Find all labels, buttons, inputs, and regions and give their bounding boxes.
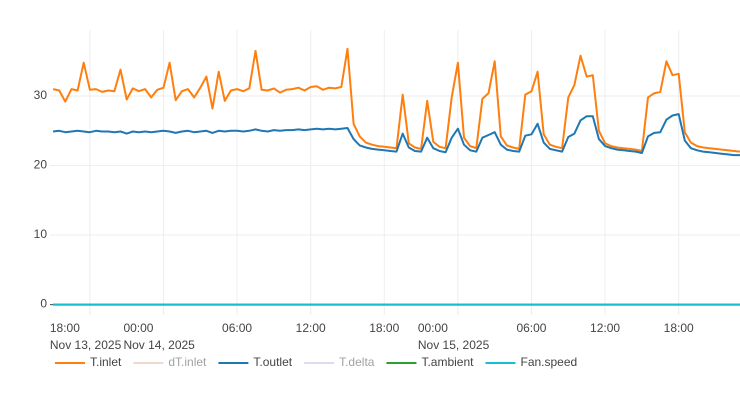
x-tick-label: 06:00 xyxy=(516,321,547,335)
legend-item: T.delta xyxy=(304,355,375,369)
x-tick-label: 18:00 xyxy=(663,321,694,335)
x-tick-label: 12:00 xyxy=(590,321,621,335)
legend-item: T.ambient xyxy=(386,355,474,369)
legend-item: dT.inlet xyxy=(133,355,207,369)
x-tick-label: 18:00 Nov 13, 2025 xyxy=(49,321,122,352)
x-tick-label: 18:00 xyxy=(369,321,400,335)
legend-item: Fan.speed xyxy=(485,355,577,369)
x-tick-label: 00:00 Nov 15, 2025 xyxy=(417,321,490,352)
x-tick-label: 00:00 Nov 14, 2025 xyxy=(123,321,195,352)
series-line xyxy=(52,47,740,153)
y-tick-label: 30 xyxy=(34,88,48,102)
series-line xyxy=(52,113,740,157)
legend-label: T.inlet xyxy=(90,355,122,369)
legend-label: Fan.speed xyxy=(520,355,577,369)
legend-label: T.outlet xyxy=(253,355,292,369)
y-tick-label: 20 xyxy=(34,158,48,172)
legend-label: dT.inlet xyxy=(168,355,207,369)
legend-item: T.inlet xyxy=(55,355,122,369)
legend-label: T.delta xyxy=(339,355,375,369)
y-tick-label: 10 xyxy=(34,227,48,241)
y-tick-label: 0 xyxy=(40,297,47,311)
legend-label: T.ambient xyxy=(421,355,474,369)
legend-item: T.outlet xyxy=(218,355,293,369)
x-tick-label: 12:00 xyxy=(295,321,326,335)
grid xyxy=(50,30,740,315)
x-tick-label: 06:00 xyxy=(222,321,253,335)
